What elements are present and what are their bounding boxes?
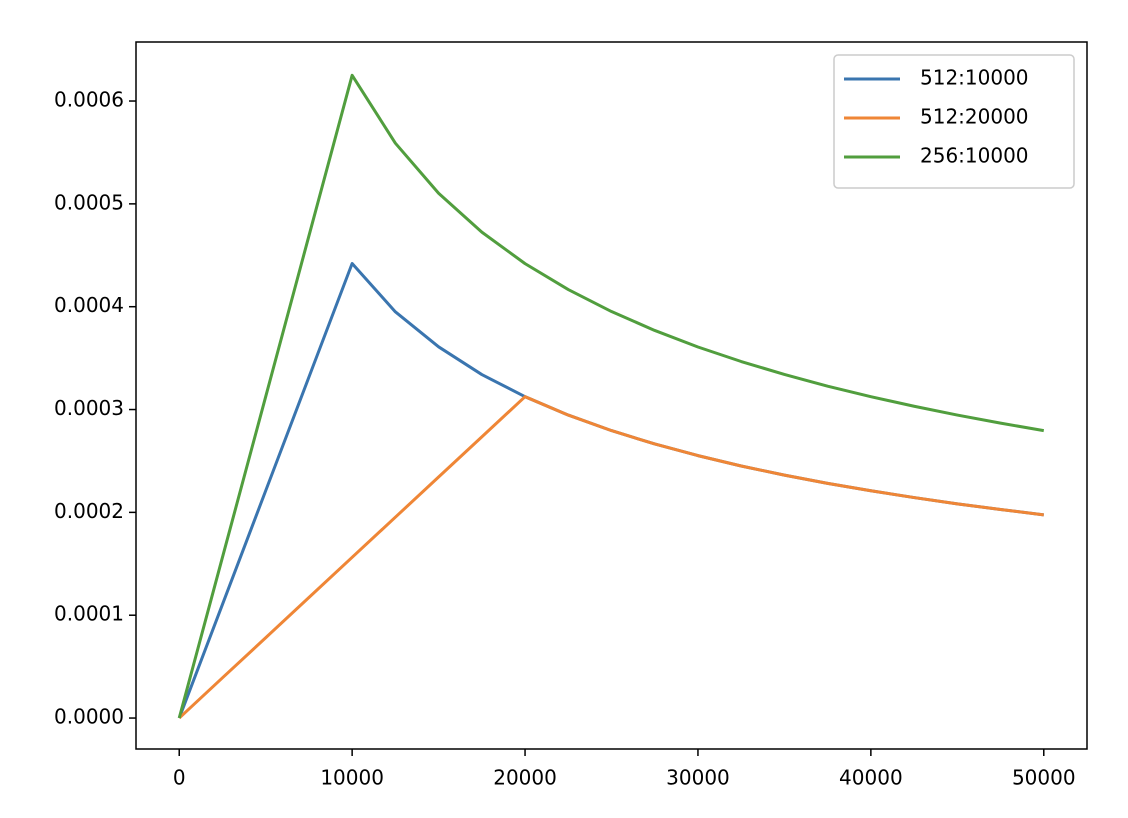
x-tick-label: 30000 [666, 766, 730, 790]
legend-label: 256:10000 [920, 144, 1029, 168]
legend-label: 512:20000 [920, 105, 1029, 129]
plot-frame [135, 41, 1088, 750]
x-tick-label: 40000 [839, 766, 903, 790]
y-tick-label: 0.0001 [54, 602, 124, 626]
legend-label: 512:10000 [920, 66, 1029, 90]
legend-box [833, 54, 1075, 189]
x-tick-label: 10000 [320, 766, 384, 790]
x-tick-label: 50000 [1012, 766, 1076, 790]
y-tick-label: 0.0005 [54, 190, 124, 214]
y-tick-label: 0.0002 [54, 499, 124, 523]
y-tick-label: 0.0004 [54, 293, 124, 317]
line-series [178, 395, 1044, 720]
x-tick-label: 0 [173, 766, 186, 790]
line-series [177, 73, 1045, 719]
y-tick-label: 0.0000 [54, 705, 124, 729]
y-tick-label: 0.0006 [54, 88, 124, 112]
x-tick-label: 20000 [493, 766, 557, 790]
y-tick-label: 0.0003 [54, 396, 124, 420]
line-series [177, 262, 1044, 719]
